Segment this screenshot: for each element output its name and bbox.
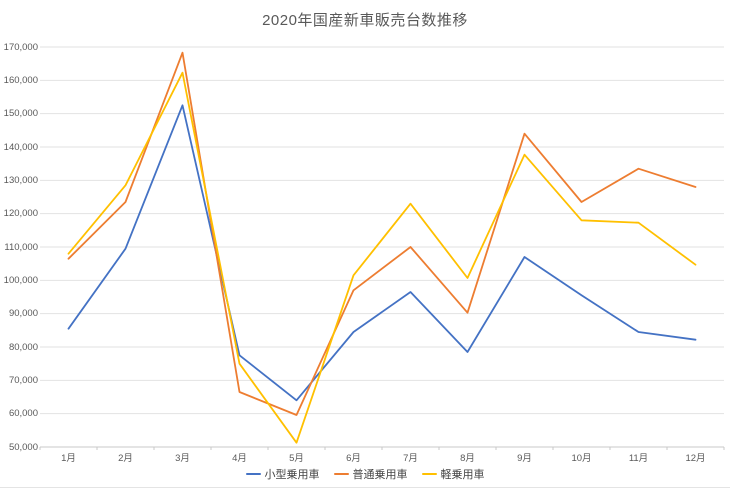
legend-line-icon bbox=[333, 473, 349, 475]
y-axis-label: 150,000 bbox=[3, 108, 38, 120]
x-axis-label: 7月 bbox=[403, 453, 418, 464]
y-axis-label: 160,000 bbox=[3, 74, 38, 86]
chart-title: 2020年国産新車販売台数推移 bbox=[262, 12, 468, 29]
y-axis-label: 90,000 bbox=[8, 308, 38, 320]
x-axis-label: 5月 bbox=[289, 453, 304, 464]
x-axis-label: 2月 bbox=[118, 453, 133, 464]
legend-label: 軽乗用車 bbox=[440, 469, 485, 481]
chart-bottom-border bbox=[0, 487, 730, 488]
y-axis-label: 120,000 bbox=[3, 208, 38, 220]
series-line-0 bbox=[67, 104, 697, 402]
y-axis-label: 110,000 bbox=[4, 241, 38, 253]
x-axis-label: 11月 bbox=[628, 453, 649, 464]
x-axis-label: 9月 bbox=[517, 453, 532, 464]
x-axis-label: 6月 bbox=[346, 453, 361, 464]
y-axis-label: 140,000 bbox=[3, 141, 38, 153]
legend-label: 普通乗用車 bbox=[352, 469, 408, 481]
y-axis-label: 80,000 bbox=[8, 341, 38, 353]
legend-item-0: 小型乗用車 bbox=[245, 466, 320, 482]
legend-line-icon bbox=[245, 473, 261, 475]
x-axis-label: 1月 bbox=[61, 453, 76, 464]
legend-line-icon bbox=[421, 473, 437, 475]
y-axis-label: 100,000 bbox=[3, 274, 38, 286]
x-axis-label: 12月 bbox=[685, 453, 706, 464]
y-axis-label: 170,000 bbox=[3, 41, 38, 53]
y-axis-label: 130,000 bbox=[3, 174, 38, 186]
y-axis-label: 50,000 bbox=[8, 441, 38, 453]
y-axis-label: 70,000 bbox=[8, 374, 38, 386]
series-line-1 bbox=[67, 51, 697, 416]
legend: 小型乗用車 普通乗用車 軽乗用車 bbox=[0, 466, 730, 482]
x-axis-label: 4月 bbox=[232, 453, 247, 464]
legend-item-2: 軽乗用車 bbox=[421, 466, 485, 482]
series-line-2 bbox=[67, 71, 697, 444]
legend-label: 小型乗用車 bbox=[264, 469, 320, 481]
x-axis-label: 10月 bbox=[571, 453, 592, 464]
x-axis-label: 8月 bbox=[460, 453, 475, 464]
x-axis-label: 3月 bbox=[175, 453, 190, 464]
y-axis-label: 60,000 bbox=[8, 408, 38, 420]
legend-item-1: 普通乗用車 bbox=[333, 466, 408, 482]
